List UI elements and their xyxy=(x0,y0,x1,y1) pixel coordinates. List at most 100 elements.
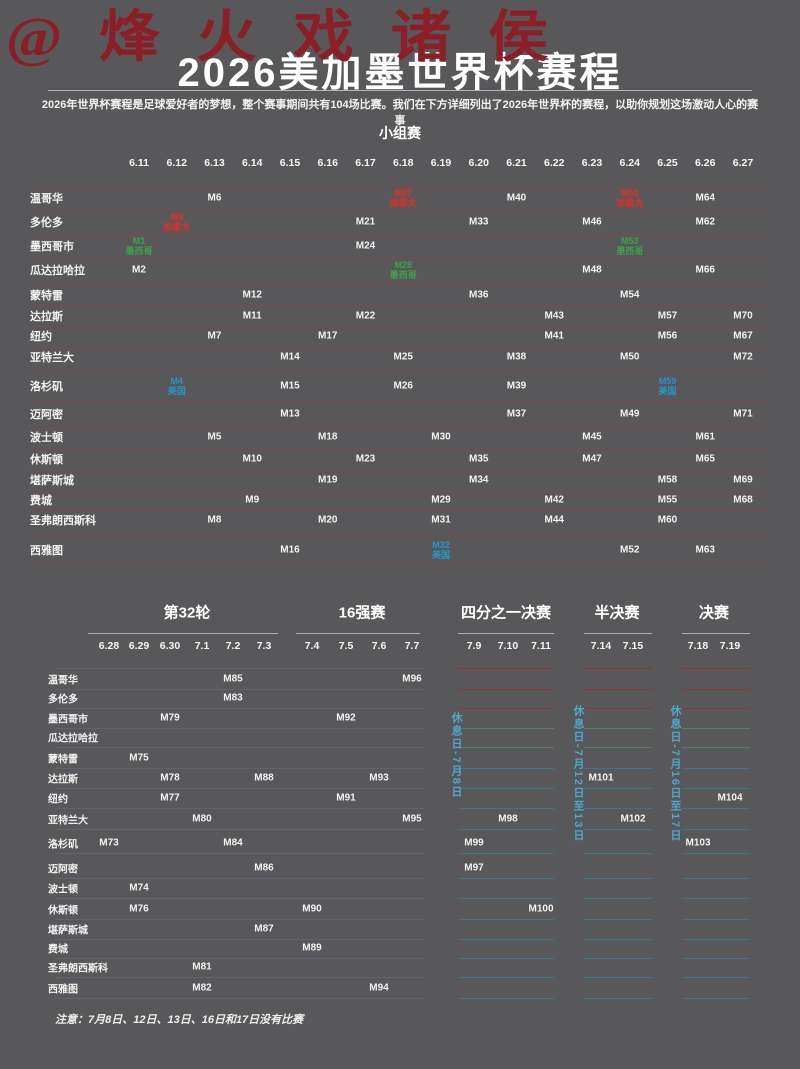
team-label: 加拿大 xyxy=(616,198,644,208)
match-cell-m33: M33 xyxy=(469,216,489,228)
match-cell-m20: M20 xyxy=(318,514,338,526)
match-cell-m91: M91 xyxy=(336,792,356,804)
row-separator xyxy=(30,400,770,401)
date-header: 6.22 xyxy=(544,157,565,169)
match-cell-m30: M30 xyxy=(431,431,451,443)
match-cell-m88: M88 xyxy=(254,772,274,784)
city-label: 迈阿密 xyxy=(48,864,78,876)
date-header: 6.28 xyxy=(98,640,120,652)
row-separator xyxy=(682,958,750,959)
match-cell-m38: M38 xyxy=(506,351,527,363)
city-label: 洛杉矶 xyxy=(48,839,78,851)
date-header: 7.18 xyxy=(687,640,709,652)
city-label: 波士顿 xyxy=(30,432,63,444)
match-cell-m78: M78 xyxy=(160,772,180,784)
city-label: 圣弗朗西斯科 xyxy=(30,515,96,527)
date-header: 7.14 xyxy=(590,640,612,652)
row-separator xyxy=(30,210,770,211)
date-header: 6.12 xyxy=(166,157,187,169)
match-cell-m79: M79 xyxy=(160,712,180,724)
row-separator xyxy=(458,668,554,669)
row-separator xyxy=(30,258,770,259)
date-header: 6.30 xyxy=(159,640,181,652)
match-cell-m6: M6 xyxy=(207,192,222,204)
city-label: 纽约 xyxy=(48,794,68,806)
team-label: 美国 xyxy=(167,386,186,396)
row-separator xyxy=(458,853,554,854)
team-label: 加拿大 xyxy=(389,198,417,208)
match-cell-m86: M86 xyxy=(254,862,274,874)
match-cell-m14: M14 xyxy=(280,351,300,363)
row-separator xyxy=(30,346,770,347)
row-separator xyxy=(682,878,750,879)
row-separator xyxy=(458,919,554,920)
date-header: 6.25 xyxy=(657,157,678,169)
match-label: M27 xyxy=(394,188,413,198)
row-separator xyxy=(30,186,770,187)
date-header: 7.3 xyxy=(256,640,272,652)
row-separator xyxy=(30,490,770,491)
match-cell-m94: M94 xyxy=(369,982,389,994)
rest-day-label: 休息日-7月8日 xyxy=(450,712,462,799)
row-separator xyxy=(30,326,770,327)
city-label: 费城 xyxy=(30,495,52,507)
match-cell-m53: M53 墨西哥 xyxy=(616,236,643,256)
city-label: 瓜达拉哈拉 xyxy=(48,733,98,745)
row-separator xyxy=(584,689,652,690)
match-cell-m12: M12 xyxy=(242,289,262,301)
row-separator xyxy=(55,747,425,748)
row-separator xyxy=(55,728,425,729)
row-separator xyxy=(584,998,652,999)
match-cell-m45: M45 xyxy=(582,431,602,443)
row-separator xyxy=(55,668,425,669)
row-separator xyxy=(55,853,425,854)
row-separator xyxy=(458,878,554,879)
row-separator xyxy=(584,919,652,920)
match-cell-m104: M104 xyxy=(717,792,743,804)
row-separator xyxy=(584,853,652,854)
match-cell-m9: M9 xyxy=(245,494,260,506)
match-cell-m29: M29 xyxy=(431,494,451,506)
date-header: 6.24 xyxy=(619,157,640,169)
match-cell-m2: M2 xyxy=(132,264,146,276)
city-label: 休斯顿 xyxy=(48,905,78,917)
match-cell-m65: M65 xyxy=(695,453,715,465)
match-cell-m73: M73 xyxy=(99,837,119,849)
date-header: 6.29 xyxy=(128,640,150,652)
row-separator xyxy=(682,939,750,940)
match-cell-m102: M102 xyxy=(620,813,646,825)
date-header: 6.17 xyxy=(355,157,376,169)
row-separator xyxy=(682,747,750,748)
date-header: 6.20 xyxy=(468,157,489,169)
city-label: 温哥华 xyxy=(48,675,78,687)
match-cell-m92: M92 xyxy=(336,712,356,724)
team-label: 墨西哥 xyxy=(389,270,417,280)
city-label: 多伦多 xyxy=(30,217,63,229)
team-label: 加拿大 xyxy=(163,222,191,232)
city-label: 瓜达拉哈拉 xyxy=(30,265,85,277)
date-header: 6.21 xyxy=(506,157,527,169)
row-separator xyxy=(30,563,770,564)
match-cell-m37: M37 xyxy=(506,408,527,420)
row-separator xyxy=(458,788,554,789)
match-cell-m3: M3 加拿大 xyxy=(163,212,190,232)
city-label: 墨西哥市 xyxy=(48,714,88,726)
date-header: 7.4 xyxy=(304,640,320,652)
date-header: 6.13 xyxy=(204,157,225,169)
match-cell-m17: M17 xyxy=(318,330,338,342)
date-header: 7.19 xyxy=(719,640,741,652)
city-label: 纽约 xyxy=(30,331,52,343)
match-cell-m61: M61 xyxy=(695,431,715,443)
date-header: 7.2 xyxy=(225,640,241,652)
match-cell-m50: M50 xyxy=(620,351,640,363)
row-separator xyxy=(584,939,652,940)
match-cell-m32: M32 美国 xyxy=(432,540,450,560)
city-label: 亚特兰大 xyxy=(30,352,74,364)
title-underline xyxy=(48,90,752,91)
row-separator xyxy=(55,939,425,940)
match-cell-m72: M72 xyxy=(733,351,753,363)
match-cell-m57: M57 xyxy=(657,310,678,322)
row-separator xyxy=(458,808,554,809)
rest-day-label: 休息日-7月16日至17日 xyxy=(669,705,681,843)
row-separator xyxy=(584,898,652,899)
